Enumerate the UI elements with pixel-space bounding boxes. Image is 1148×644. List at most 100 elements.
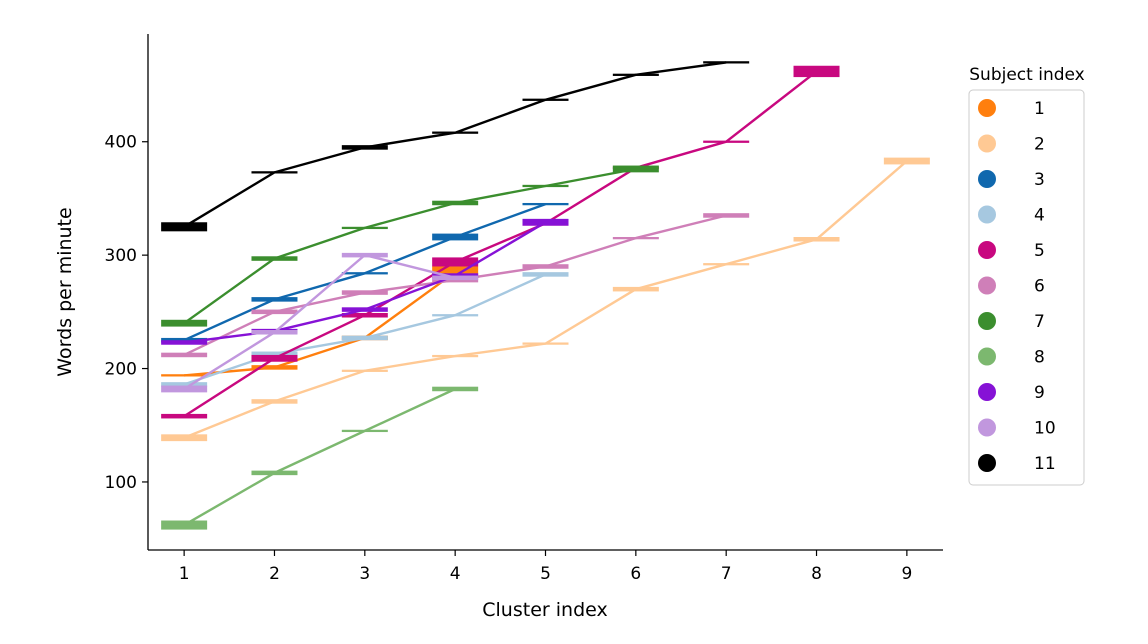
series-9 [161,218,569,345]
error-bar-4 [341,335,388,341]
x-tick-label: 1 [179,564,190,584]
x-axis-title: Cluster index [482,599,607,621]
x-tick-label: 7 [721,564,732,584]
legend-label-5: 5 [1034,241,1045,261]
series-6 [161,213,750,358]
legend-marker-9 [978,383,996,401]
legend-frame [968,89,1085,486]
series-line-3 [183,202,546,342]
legend-label-10: 10 [1034,419,1056,439]
series-11 [161,61,750,232]
error-bar-6 [161,352,208,358]
error-bar-8 [341,429,388,433]
error-bar-6 [251,309,298,315]
error-bar-5 [161,413,208,419]
y-tick-label: 100 [105,473,137,493]
error-bar-2 [522,342,569,345]
legend-marker-11 [978,454,996,472]
error-bar-11 [251,171,298,174]
y-tick-label: 400 [105,133,137,153]
error-bar-4 [161,382,208,387]
legend-marker-6 [978,276,996,295]
x-tick-label: 2 [269,564,280,584]
error-bar-5 [703,140,750,143]
error-bar-4 [522,272,569,277]
legend-marker-4 [978,205,996,224]
y-tick-label: 300 [105,246,137,266]
series-3 [161,202,569,343]
series-8 [161,386,479,530]
error-bar-4 [432,314,479,317]
error-bar-2 [793,236,840,242]
legend-label-8: 8 [1034,348,1045,368]
error-bar-11 [703,61,750,64]
error-bar-7 [522,184,569,188]
error-bar-10 [251,329,298,335]
plot-area [161,61,930,530]
x-tick-label: 5 [540,564,551,584]
error-bar-1 [161,374,208,377]
error-bar-9 [161,340,208,345]
error-bar-1 [432,266,479,278]
series-line-7 [183,167,637,325]
error-bar-2 [703,263,750,266]
x-tick-label: 9 [901,564,912,584]
error-bar-6 [703,213,750,218]
legend-marker-10 [978,418,996,437]
error-bar-2 [883,157,930,165]
error-bar-2 [161,434,208,442]
error-bar-9 [341,307,388,312]
error-bar-2 [432,354,479,358]
legend-label-6: 6 [1034,277,1045,297]
error-bar-3 [522,202,569,206]
y-tick-label: 200 [105,360,137,380]
series-line-9 [183,221,547,344]
error-bar-8 [432,386,479,392]
error-bar-2 [251,399,298,404]
legend-label-4: 4 [1034,206,1045,226]
x-tick-label: 4 [450,564,461,584]
legend-label-2: 2 [1034,135,1045,155]
legend-marker-8 [978,347,996,366]
error-bar-1 [251,365,298,370]
error-bar-6 [612,236,659,240]
error-bar-5 [793,65,840,78]
legend-marker-2 [978,134,996,153]
error-bar-3 [251,297,298,302]
error-bar-6 [341,290,388,295]
error-bar-8 [251,470,298,476]
legend-label-11: 11 [1034,454,1056,474]
error-bar-10 [341,252,388,258]
error-bar-5 [341,312,388,318]
legend-label-7: 7 [1034,312,1045,332]
legend-marker-3 [978,170,996,188]
series-line-1 [183,271,456,377]
legend: Subject index 1 2 3 4 5 6 7 8 9 10 11 [968,65,1085,486]
legend-title: Subject index [969,65,1084,85]
error-bar-3 [161,337,208,343]
error-bar-7 [161,319,208,327]
error-bar-11 [161,222,208,232]
error-bar-6 [522,264,569,269]
error-bar-4 [251,351,298,357]
error-bar-8 [161,520,208,530]
series-10 [161,252,479,393]
error-bar-9 [522,218,569,226]
error-bar-2 [341,369,388,372]
error-bar-7 [341,226,388,230]
x-tick-label: 3 [359,564,370,584]
legend-marker-1 [978,99,996,117]
series-line-8 [183,387,456,527]
legend-label-3: 3 [1034,170,1045,190]
error-bar-11 [341,145,388,150]
y-axis-title: Words per minute [54,207,76,376]
error-bar-7 [251,256,298,261]
legend-marker-7 [978,312,996,330]
series-line-10 [183,253,456,391]
series-7 [161,165,659,327]
error-bar-10 [432,275,479,281]
x-tick-label: 6 [630,564,641,584]
series-5 [161,65,840,419]
legend-marker-5 [978,241,996,259]
